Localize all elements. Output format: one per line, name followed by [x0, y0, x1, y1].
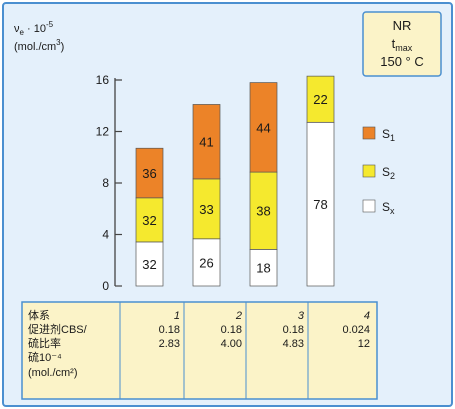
bar-segment-s1 [192, 104, 221, 180]
table-cell: 1 [174, 310, 180, 322]
table-cell: 2.83 [159, 338, 180, 350]
bar-segment-label: 18 [256, 261, 270, 276]
legend-swatch-s1 [362, 126, 376, 140]
table-cell: 0.18 [159, 324, 180, 336]
y-tick-label: 16 [96, 73, 110, 87]
data-table: 体系 促进剂CBS/ 硫比率 硫10⁻⁴ (mol./cm²) 1 0.18 2.8… [21, 301, 378, 400]
bar-group: 32 32 36 26 33 41 18 38 44 78 22 [135, 75, 335, 287]
info-box: NR tmax 150 ° C [362, 11, 442, 77]
y-tick-label: 8 [102, 176, 109, 190]
table-cell: 0.18 [221, 324, 242, 336]
info-line-material: NR [393, 18, 412, 33]
table-header-line: 促进剂CBS/ [28, 322, 88, 336]
table-header-line: 体系 [28, 308, 50, 322]
info-line-time: tmax [392, 36, 413, 53]
bar-segment-label: 22 [313, 92, 327, 107]
table-header-line: 硫10⁻⁴ [28, 350, 62, 364]
y-tick-label: 12 [96, 125, 110, 139]
bar-segment-label: 41 [199, 135, 213, 150]
bar-segment-sx [135, 241, 164, 287]
bar-segment-label: 32 [142, 257, 156, 272]
bar-segment-label: 38 [256, 204, 270, 219]
bar-segment-s2 [306, 75, 335, 123]
table-cell: 0.18 [283, 324, 304, 336]
bar-segment-label: 26 [199, 255, 213, 270]
legend-label-s2: S2 [382, 165, 395, 181]
bar-segment-s1 [135, 147, 164, 199]
bar-segment-s2 [135, 197, 164, 243]
bar-segment-label: 78 [313, 197, 327, 212]
y-tick-label: 4 [102, 228, 109, 242]
table-cell: 4.83 [283, 338, 304, 350]
table-cell: 12 [358, 338, 370, 350]
table-header-line: 硫比率 [28, 336, 61, 350]
legend-label-sx: Sx [382, 200, 395, 216]
table-cell: 4.00 [221, 338, 242, 350]
info-line-temperature: 150 ° C [380, 54, 424, 69]
bar-segment-s2 [249, 171, 278, 250]
y-tick-label: 0 [102, 279, 109, 293]
bar-segment-label: 36 [142, 166, 156, 181]
legend: S1 S2 Sx [362, 126, 395, 216]
bar-segment-s1 [249, 82, 278, 173]
legend-swatch-sx [362, 199, 376, 213]
bar-segment-label: 44 [256, 120, 270, 135]
table-cell: 4 [364, 310, 370, 322]
bar-segment-sx [249, 249, 278, 287]
info-box-frame [362, 11, 442, 77]
table-cell: 0.024 [342, 324, 370, 336]
legend-label-s1: S1 [382, 127, 395, 143]
bar-segment-s2 [192, 178, 221, 240]
table-header-line: (mol./cm²) [28, 367, 78, 379]
bar-segment-label: 32 [142, 213, 156, 228]
y-axis-label-line2: (mol./cm3) [14, 38, 64, 53]
table-cell: 3 [298, 310, 305, 322]
table-frame [21, 301, 378, 400]
table-cells: 1 0.18 2.83 2 0.18 4.00 3 0.18 4.83 4 0.024 12 [159, 310, 370, 350]
legend-swatch-s2 [362, 164, 376, 178]
y-axis-ticks: 0 4 8 12 16 [96, 73, 122, 293]
bar-segment-label: 33 [199, 202, 213, 217]
bar-segment-sx [306, 121, 335, 287]
table-cell: 2 [235, 310, 242, 322]
y-axis-label-line1: νe · 10-5 [14, 20, 54, 37]
